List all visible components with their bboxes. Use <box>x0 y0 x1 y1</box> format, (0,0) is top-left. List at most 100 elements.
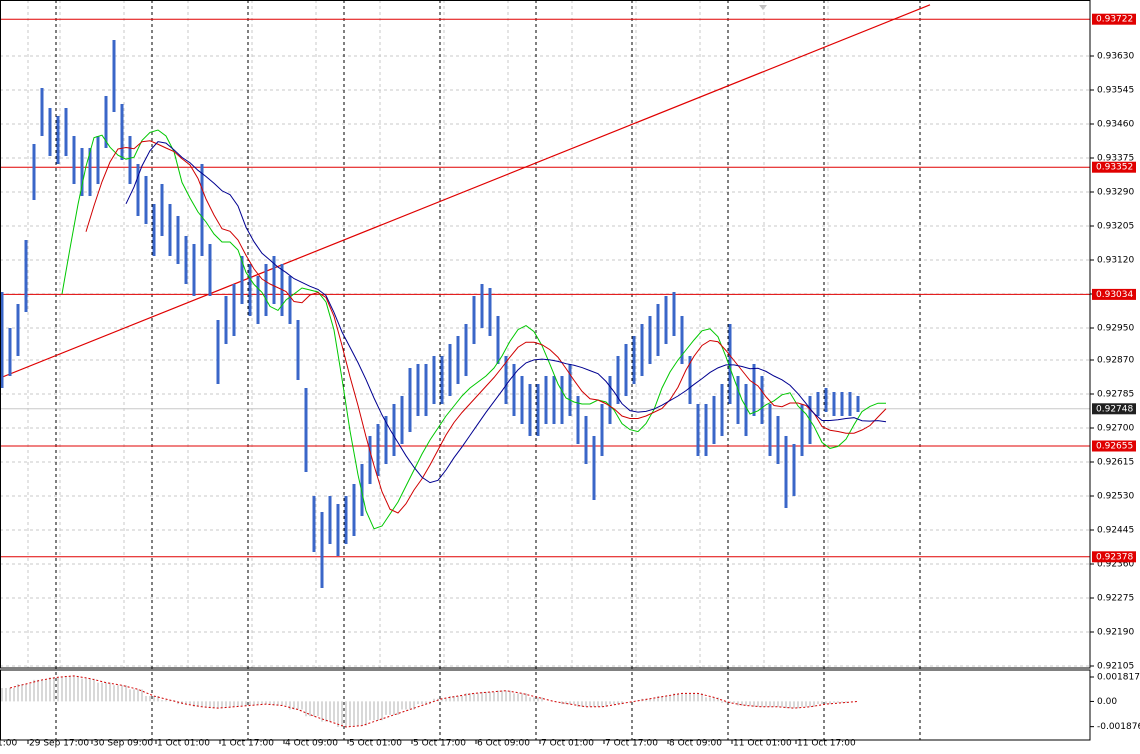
x-tick-label: 1 Oct 17:00 <box>221 739 274 749</box>
price-bar <box>216 320 220 384</box>
price-bar <box>752 364 756 416</box>
price-bar <box>560 376 564 424</box>
price-bar <box>24 240 28 312</box>
price-bar <box>776 416 780 464</box>
price-bar <box>704 404 708 456</box>
price-frame <box>0 0 1091 669</box>
price-bar <box>112 40 116 112</box>
price-bar <box>832 392 836 416</box>
price-bar <box>496 316 500 364</box>
x-tick-label: 29 Sep 17:00 <box>29 739 89 749</box>
price-bar <box>64 108 68 156</box>
x-tick-label: 5 Oct 01:00 <box>349 739 402 749</box>
price-bar <box>80 148 84 196</box>
price-bar <box>408 368 412 432</box>
price-bar <box>768 404 772 456</box>
current-price-box <box>1092 403 1136 415</box>
price-bar <box>664 296 668 344</box>
price-bar <box>840 392 844 416</box>
current-price-label: 0.92748 <box>1096 404 1133 414</box>
price-bar <box>784 436 788 508</box>
price-bar <box>200 164 204 256</box>
price-bar <box>584 416 588 464</box>
price-bar <box>232 284 236 336</box>
price-bar <box>448 344 452 396</box>
price-bar <box>240 256 244 304</box>
price-bar <box>312 496 316 552</box>
price-bar <box>184 236 188 284</box>
price-bar <box>168 204 172 256</box>
price-bar <box>656 304 660 356</box>
price-bar <box>712 396 716 444</box>
price-bar <box>264 264 268 316</box>
x-tick-label: 7 Oct 01:00 <box>541 739 594 749</box>
y-tick-label: 0.93290 <box>1097 188 1134 198</box>
y-tick-label: 0.92785 <box>1097 390 1134 400</box>
price-bar <box>320 512 324 588</box>
price-bar <box>224 296 228 344</box>
price-bar <box>296 320 300 380</box>
price-bar <box>424 364 428 416</box>
price-bar <box>400 396 404 444</box>
price-bar <box>648 316 652 364</box>
y-tick-label: 0.92105 <box>1097 662 1134 672</box>
price-bar <box>592 436 596 500</box>
osc-y-tick-label: 0.00 <box>1097 697 1117 707</box>
level-label: 0.92655 <box>1096 442 1133 452</box>
level-label-box <box>1092 288 1136 300</box>
price-bar <box>480 284 484 328</box>
y-tick-label: 0.92445 <box>1097 526 1134 536</box>
y-tick-label: 0.92275 <box>1097 594 1134 604</box>
y-tick-label: 0.93375 <box>1097 154 1134 164</box>
price-bar <box>0 292 4 388</box>
x-tick-label: 1:00 <box>0 739 17 749</box>
price-bar <box>520 376 524 424</box>
price-bar <box>176 216 180 264</box>
price-bar <box>456 336 460 384</box>
price-bar <box>856 396 860 412</box>
price-bar <box>160 184 164 236</box>
price-bar <box>464 324 468 376</box>
price-bar <box>128 136 132 184</box>
price-bar <box>632 336 636 384</box>
x-tick-label: 11 Oct 01:00 <box>733 739 792 749</box>
price-bar <box>56 116 60 164</box>
price-bar <box>32 144 36 200</box>
price-bar <box>720 384 724 436</box>
price-bar <box>760 376 764 424</box>
price-bar <box>608 376 612 424</box>
price-bar <box>688 356 692 404</box>
osc-frame <box>0 669 1091 741</box>
price-bar <box>504 356 508 404</box>
price-bar <box>352 484 356 536</box>
price-bar <box>432 356 436 404</box>
level-label: 0.92378 <box>1096 552 1133 562</box>
x-tick-label: 7 Oct 17:00 <box>605 739 658 749</box>
y-tick-label: 0.92190 <box>1097 628 1134 638</box>
price-bar <box>528 384 532 436</box>
price-bar <box>672 292 676 336</box>
price-bar <box>40 88 44 136</box>
price-bar <box>384 416 388 464</box>
x-tick-label: 5 Oct 17:00 <box>413 739 466 749</box>
y-tick-label: 0.93205 <box>1097 222 1134 232</box>
price-bar <box>680 316 684 364</box>
price-bar <box>16 304 20 356</box>
price-bar <box>192 244 196 296</box>
level-label-box <box>1092 161 1136 173</box>
x-tick-label: 8 Oct 09:00 <box>669 739 722 749</box>
level-label-box <box>1092 13 1136 25</box>
osc-y-tick-label: -0.001876 <box>1097 722 1140 732</box>
x-tick-label: 6 Oct 09:00 <box>477 739 530 749</box>
price-bar <box>104 96 108 148</box>
price-bar <box>416 364 420 416</box>
level-label: 0.93352 <box>1096 163 1133 173</box>
x-tick-label: 4 Oct 09:00 <box>285 739 338 749</box>
price-bar <box>96 136 100 184</box>
price-bar <box>488 288 492 336</box>
level-label: 0.93034 <box>1096 290 1133 300</box>
y-tick-label: 0.92700 <box>1097 424 1134 434</box>
price-bar <box>272 256 276 304</box>
price-bar <box>640 324 644 376</box>
